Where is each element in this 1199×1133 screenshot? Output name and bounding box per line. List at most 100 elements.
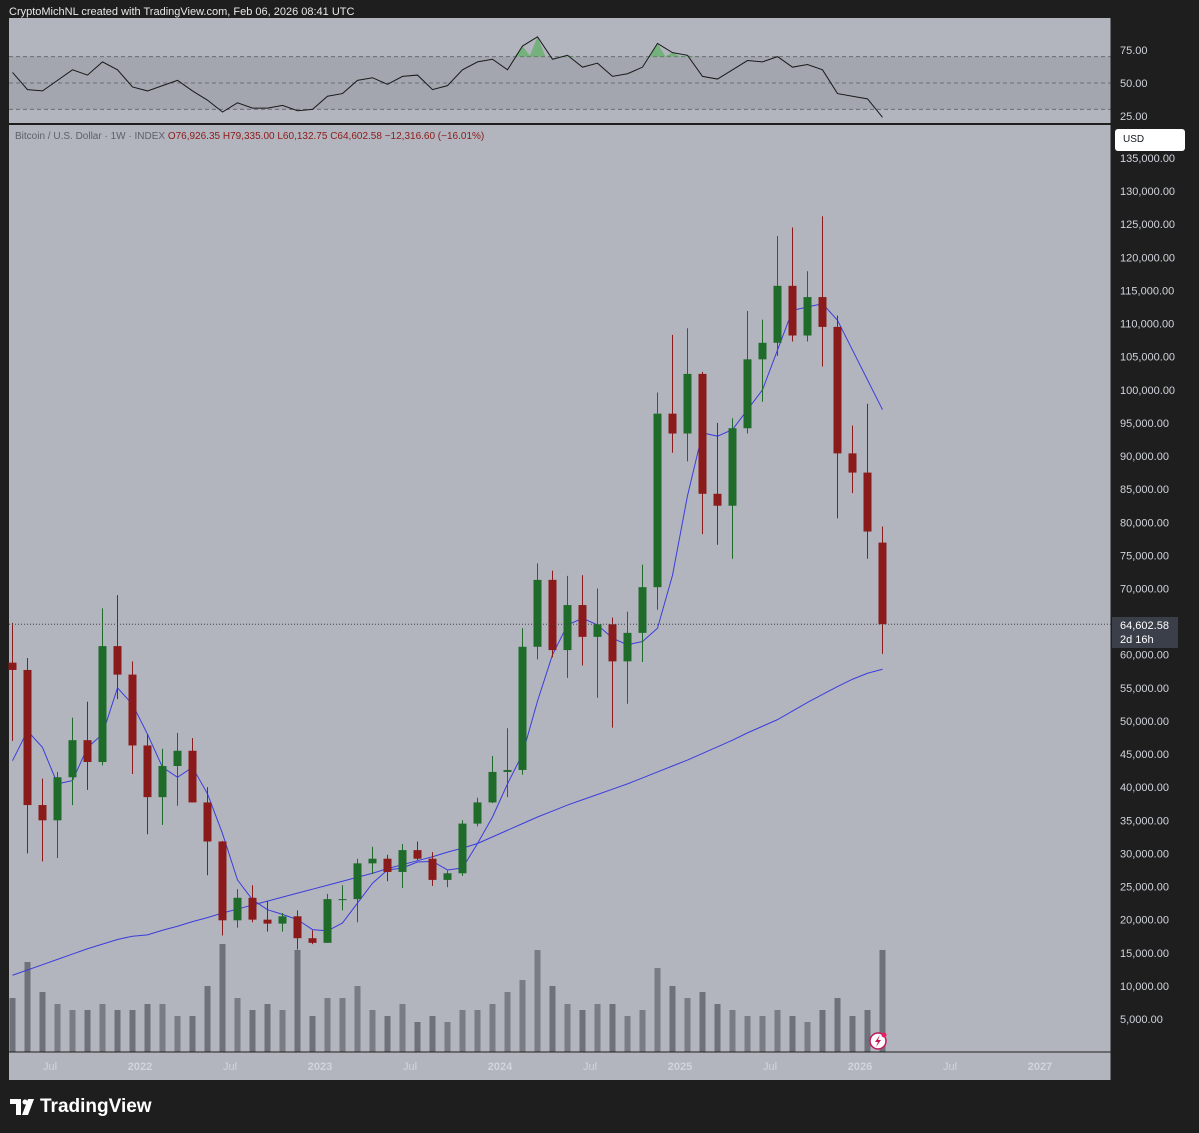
candle-body	[728, 428, 737, 506]
bar-countdown: 2d 16h	[1120, 634, 1154, 646]
price-tick-label: 135,000.00	[1120, 153, 1175, 165]
volume-bar	[399, 1004, 406, 1052]
candle-body	[53, 777, 62, 821]
volume-bar	[579, 1010, 586, 1052]
price-tick-label: 115,000.00	[1120, 285, 1174, 297]
price-tick-label: 85,000.00	[1120, 484, 1169, 496]
volume-bar	[324, 998, 331, 1052]
price-tick-label: 30,000.00	[1120, 848, 1169, 860]
volume-bar	[684, 998, 691, 1052]
volume-bar	[414, 1022, 421, 1052]
ma-short-line	[12, 303, 883, 932]
price-axis[interactable]: 135,000.00 130,000.00 125,000.00 120,000.00…	[1120, 153, 1175, 1026]
volume-bar	[519, 980, 526, 1052]
candle-body	[278, 916, 287, 924]
last-price-label: 64,602.58 2d 16h	[1112, 617, 1178, 648]
volume-bar	[54, 1004, 61, 1052]
candle-body	[833, 326, 842, 454]
candle-body	[758, 342, 767, 360]
candle-body	[248, 897, 257, 920]
candle-body	[38, 805, 47, 821]
price-tick-label: 35,000.00	[1120, 815, 1169, 827]
candle-body	[233, 897, 242, 921]
candle-body	[773, 285, 782, 343]
volume-bar	[879, 950, 886, 1052]
volume-bar	[24, 962, 31, 1052]
volume-bar	[384, 1016, 391, 1052]
candle-body	[488, 771, 497, 803]
rsi-band-fill	[9, 56, 1111, 110]
volume-bar	[699, 992, 706, 1052]
volume-bar	[669, 986, 676, 1052]
candle-body	[713, 493, 722, 506]
volume-bar	[264, 1004, 271, 1052]
chart-background	[9, 18, 1111, 1080]
price-tick-label: 125,000.00	[1120, 219, 1175, 231]
change-value: −12,316.60 (−16.01%)	[384, 131, 485, 142]
volume-bar	[189, 1016, 196, 1052]
price-tick-label: 45,000.00	[1120, 749, 1169, 761]
low-value: L60,132.75	[277, 131, 328, 142]
candle-body	[623, 632, 632, 662]
time-tick-label: Jul	[583, 1061, 597, 1073]
volume-bar	[69, 1010, 76, 1052]
price-tick-label: 25,000.00	[1120, 882, 1169, 894]
candle-body	[593, 624, 602, 637]
volume-bar	[489, 1004, 496, 1052]
tradingview-logo[interactable]: TradingView	[10, 1096, 152, 1118]
candle-body	[83, 740, 92, 763]
volume-bar	[759, 1016, 766, 1052]
candle-body	[683, 373, 692, 434]
candle-body	[803, 297, 812, 336]
candle-body	[653, 413, 662, 588]
price-tick-label: 110,000.00	[1120, 319, 1174, 331]
close-value: C64,602.58	[330, 131, 382, 142]
candle-body	[338, 899, 347, 901]
rsi-line	[12, 36, 883, 118]
volume-bar	[639, 1010, 646, 1052]
volume-bar	[624, 1016, 631, 1052]
volume-bar	[774, 1010, 781, 1052]
last-price-value: 64,602.58	[1120, 620, 1169, 632]
candle-body	[878, 542, 887, 625]
volume-bar	[369, 1010, 376, 1052]
volume-bar	[84, 1010, 91, 1052]
time-tick-label: 2022	[128, 1061, 152, 1073]
price-tick-label: 95,000.00	[1120, 418, 1169, 430]
candle-body	[818, 297, 827, 327]
volume-bars	[9, 944, 886, 1052]
ma-long-line	[12, 668, 883, 976]
candle-body	[788, 285, 797, 336]
candle-body	[563, 605, 572, 651]
rsi-overbought-fill	[664, 52, 681, 57]
candle-body	[668, 413, 677, 434]
chart-attribution: CryptoMichNL created with TradingView.co…	[9, 6, 355, 18]
price-tick-label: 20,000.00	[1120, 915, 1169, 927]
time-tick-label: Jul	[43, 1061, 57, 1073]
time-axis[interactable]: Jul 2022 Jul 2023 Jul 2024 Jul 2025 Jul 2026 Jul 20…	[43, 1061, 1052, 1073]
volume-bar	[354, 986, 361, 1052]
volume-bar	[564, 1004, 571, 1052]
volume-bar	[504, 992, 511, 1052]
volume-bar	[654, 968, 661, 1052]
time-tick-label: Jul	[223, 1061, 237, 1073]
volume-bar	[804, 1022, 811, 1052]
candle-body	[503, 769, 512, 772]
price-tick-label: 75,000.00	[1120, 550, 1169, 562]
candle-body	[188, 750, 197, 803]
volume-bar	[204, 986, 211, 1052]
volume-bar	[219, 944, 226, 1052]
time-tick-label: Jul	[403, 1061, 417, 1073]
candle-body	[413, 850, 422, 859]
volume-bar	[549, 986, 556, 1052]
volume-bar	[234, 998, 241, 1052]
candle-body	[68, 740, 77, 778]
lightning-icon[interactable]	[869, 1032, 887, 1050]
candle-body	[353, 863, 362, 900]
currency-button[interactable]: USD	[1115, 129, 1185, 151]
rsi-tick-label: 75.00	[1120, 45, 1148, 57]
candles	[8, 216, 887, 950]
candle-body	[128, 674, 137, 746]
rsi-axis[interactable]: 75.00 50.00 25.00	[1120, 45, 1148, 123]
